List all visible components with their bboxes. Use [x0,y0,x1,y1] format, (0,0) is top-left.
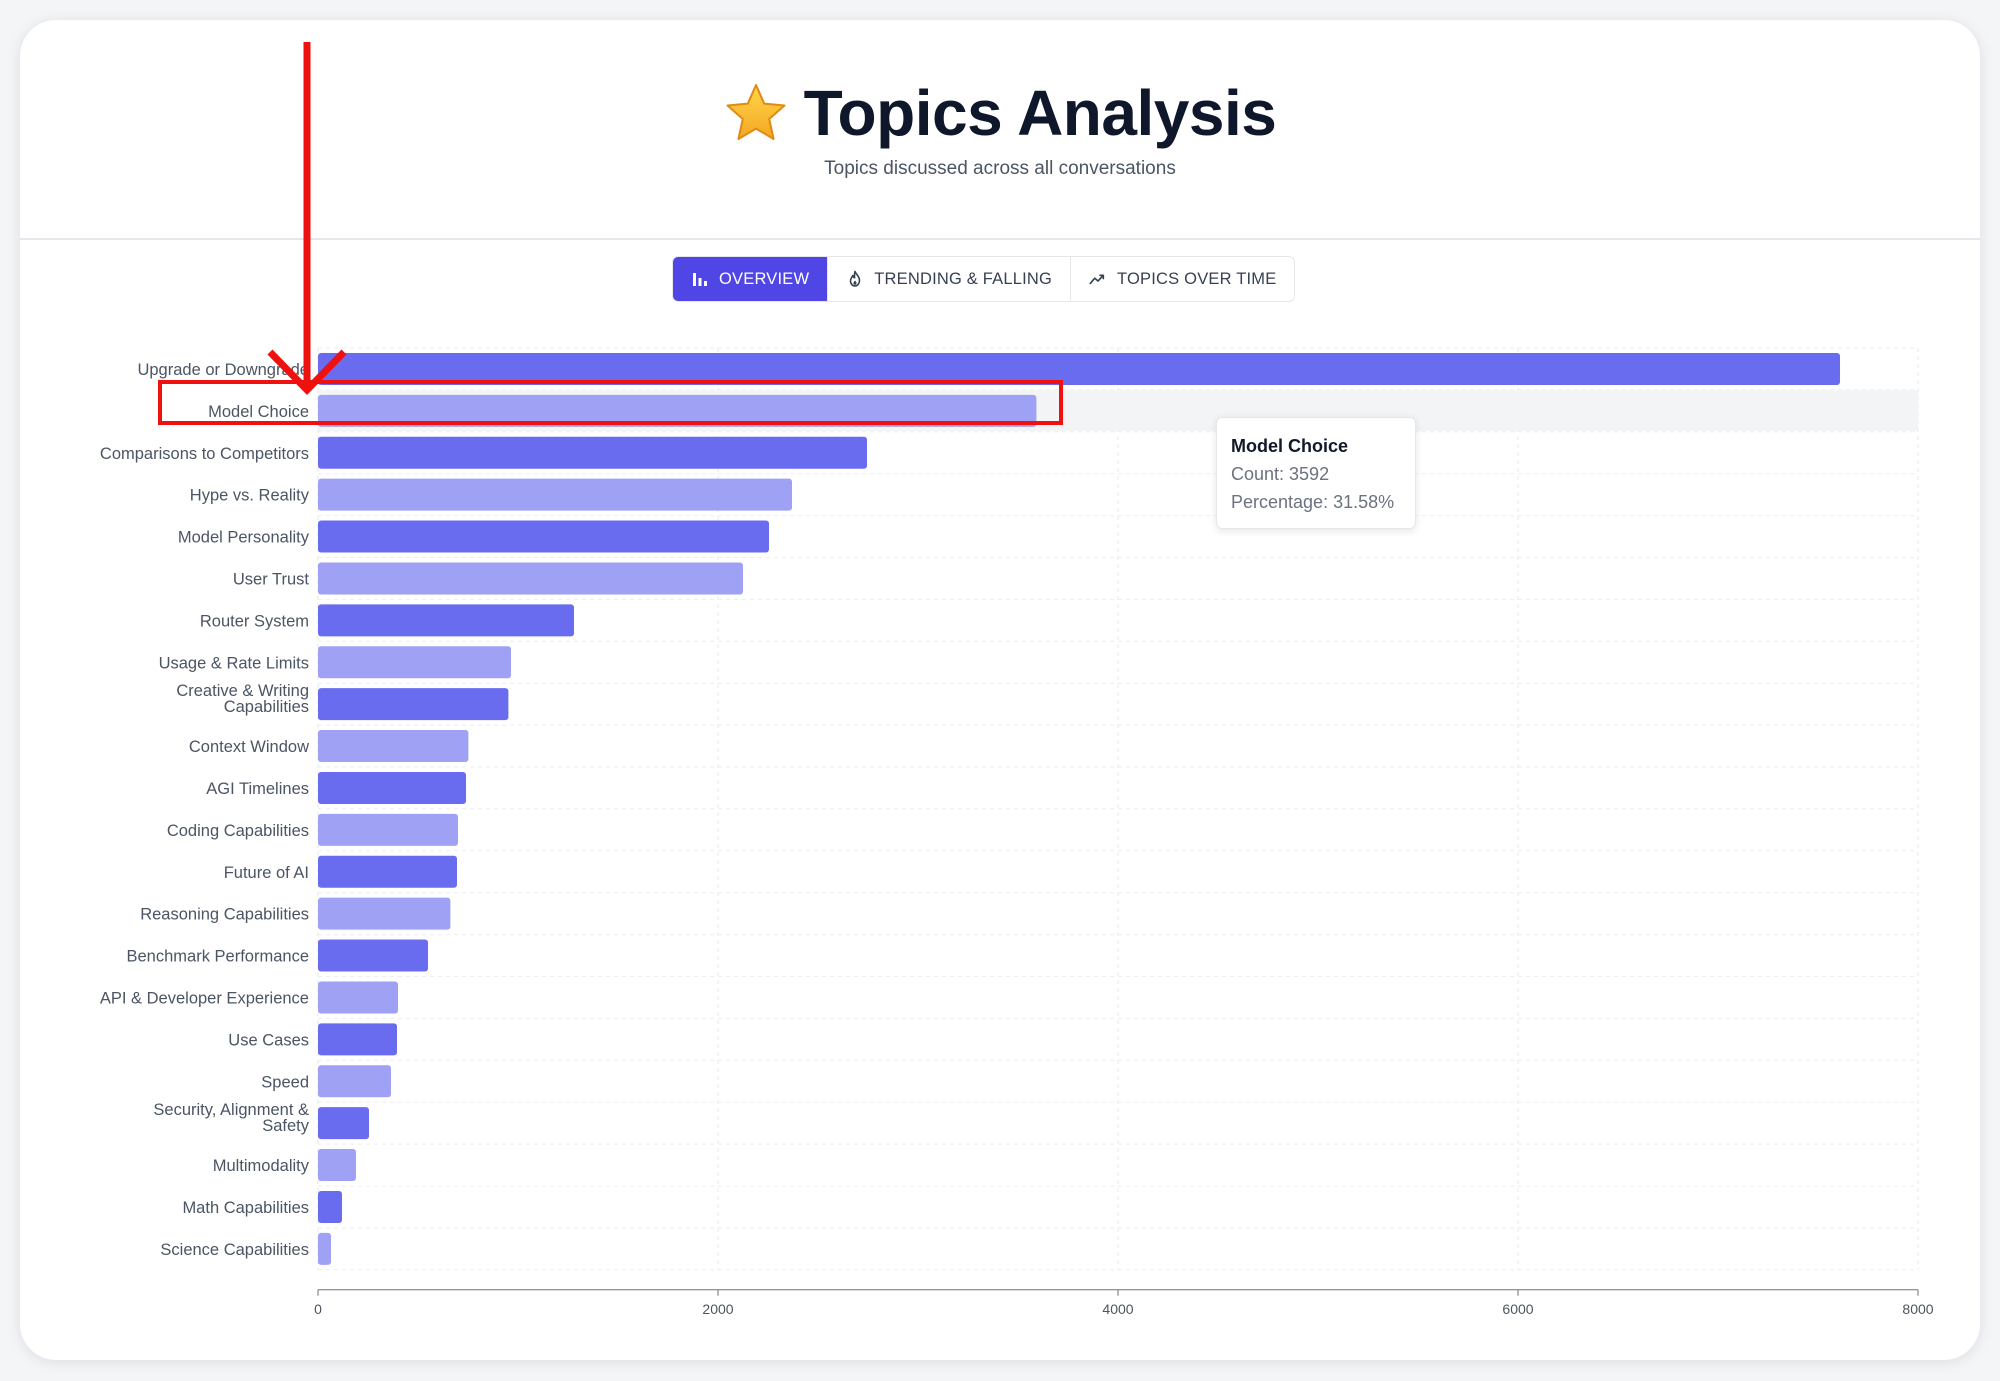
category-label: Use Cases [228,1031,309,1049]
bar[interactable] [318,562,743,595]
category-label: Upgrade or Downgrade [137,361,309,379]
bar[interactable] [318,436,867,469]
category-label: Router System [200,612,309,630]
bar[interactable] [318,813,458,846]
bar[interactable] [318,604,574,637]
x-tick-label: 4000 [1102,1301,1133,1317]
bar[interactable] [318,478,792,511]
tab-overview[interactable]: OVERVIEW [673,257,829,301]
tooltip-title: Model Choice [1231,436,1349,456]
category-label: API & Developer Experience [100,989,309,1007]
page-subtitle: Topics discussed across all conversation… [824,158,1176,179]
category-label: Model Personality [178,529,310,547]
star-icon [726,84,786,140]
category-label: Usage & Rate Limits [159,654,309,672]
page-title: Topics Analysis [803,77,1277,149]
category-label: Benchmark Performance [127,948,310,966]
bar[interactable] [318,352,1840,385]
category-label-layer: Upgrade or Downgrade Model Choice Comparis… [100,361,310,1259]
bar[interactable] [318,520,769,553]
category-label: Future of AI [224,864,309,882]
tab-trending-label: TRENDING & FALLING [874,269,1053,288]
bar[interactable] [318,646,511,679]
category-label: Reasoning Capabilities [140,906,309,924]
bar[interactable] [318,1107,369,1140]
tab-overview-label: OVERVIEW [719,269,810,288]
bar[interactable] [318,1190,342,1223]
bar[interactable] [318,1149,356,1182]
bar[interactable] [318,394,1037,427]
bar-tooltip: Model Choice Count: 3592 Percentage: 31.… [1216,417,1416,529]
x-tick-label: 8000 [1902,1301,1933,1317]
x-axis: 0 2000 4000 6000 8000 [314,1289,1934,1317]
bar[interactable] [318,771,466,804]
bar[interactable] [318,688,509,721]
x-tick-label: 0 [314,1301,322,1317]
bar[interactable] [318,1023,397,1056]
bar[interactable] [318,1065,391,1098]
category-label: Context Window [189,738,309,756]
category-label: User Trust [233,570,310,588]
category-label: Math Capabilities [182,1199,309,1217]
category-label: Speed [261,1073,309,1091]
category-label: Creative & Writing Capabilities [176,682,309,716]
tab-trending-falling[interactable]: TRENDING & FALLING [828,257,1072,301]
category-label: Science Capabilities [160,1241,309,1259]
trend-line-icon [1089,274,1105,285]
annotation-highlight-box [158,380,1063,425]
category-label: Comparisons to Competitors [100,445,309,463]
tab-topics-over-time[interactable]: TOPICS OVER TIME [1071,257,1294,301]
page-header: Topics Analysis Topics discussed across … [20,20,1980,240]
x-tick-label: 2000 [702,1301,733,1317]
category-label: Multimodality [213,1157,310,1175]
category-label: Security, Alignment & Safety [153,1101,309,1135]
bar[interactable] [318,939,428,972]
bar[interactable] [318,1232,331,1265]
x-tick-label: 6000 [1502,1301,1533,1317]
tooltip-count: Count: 3592 [1231,464,1330,484]
category-label: Model Choice [208,403,309,421]
title-row: Topics Analysis [20,58,1980,168]
tab-over-time-label: TOPICS OVER TIME [1117,269,1277,288]
category-label: Hype vs. Reality [190,487,310,505]
bar[interactable] [318,897,451,930]
bar-layer [318,352,1840,1265]
flame-icon [849,270,861,287]
bar-chart-icon [693,273,707,286]
category-label: Coding Capabilities [167,822,309,840]
bar[interactable] [318,730,469,763]
category-label: AGI Timelines [206,780,309,798]
bar[interactable] [318,855,457,888]
bar[interactable] [318,981,398,1014]
view-tabs: OVERVIEW TRENDING & FALLING TOPICS OVER … [672,256,1296,302]
tooltip-percentage: Percentage: 31.58% [1231,492,1395,512]
